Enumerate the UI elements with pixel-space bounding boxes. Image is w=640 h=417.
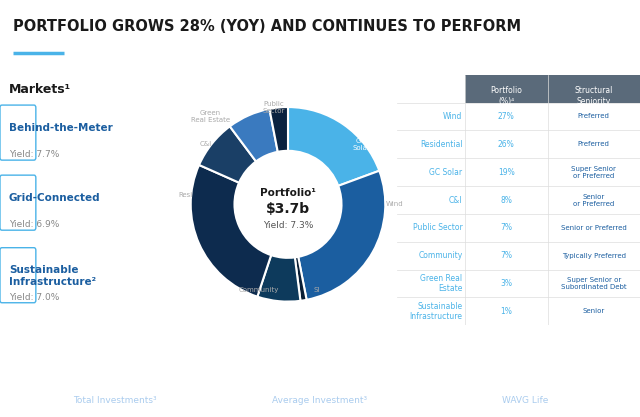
Bar — [548, 75, 640, 103]
Text: Green
Real Estate: Green Real Estate — [191, 110, 230, 123]
Wedge shape — [298, 171, 385, 300]
Text: Yield: 7.0%: Yield: 7.0% — [9, 293, 60, 302]
Wedge shape — [295, 257, 307, 301]
Text: Markets¹: Markets¹ — [9, 83, 71, 95]
Text: >320: >320 — [89, 364, 141, 382]
Wedge shape — [269, 107, 288, 152]
Text: Diversified and Long-Dated Cashflows: Diversified and Long-Dated Cashflows — [186, 342, 454, 355]
Text: Senior: Senior — [582, 308, 605, 314]
Text: 19%: 19% — [498, 168, 515, 177]
Text: C&I: C&I — [199, 141, 211, 147]
Wedge shape — [288, 107, 380, 186]
Text: Portfolio
(%)⁴: Portfolio (%)⁴ — [490, 86, 522, 106]
Bar — [465, 75, 548, 103]
Text: Super Senior
or Preferred: Super Senior or Preferred — [572, 166, 616, 178]
Text: Sustainable
Infrastructure²: Sustainable Infrastructure² — [9, 265, 96, 287]
Text: Super Senior or
Subordinated Debt: Super Senior or Subordinated Debt — [561, 277, 627, 290]
Wedge shape — [230, 109, 278, 161]
Text: Community: Community — [418, 251, 463, 260]
Wedge shape — [191, 165, 271, 296]
Text: 8%: 8% — [500, 196, 512, 204]
Text: 26%: 26% — [498, 140, 515, 149]
Text: 7%: 7% — [500, 224, 512, 232]
Text: GC
Solar: GC Solar — [352, 138, 370, 151]
Text: Senior
or Preferred: Senior or Preferred — [573, 193, 614, 206]
Text: Total Investments³: Total Investments³ — [74, 396, 157, 405]
Text: Structural
Seniority: Structural Seniority — [575, 86, 613, 106]
Text: Average Investment³: Average Investment³ — [273, 396, 367, 405]
Text: Wind: Wind — [443, 112, 463, 121]
Text: WAVG Life: WAVG Life — [502, 396, 548, 405]
Text: Typically Preferred: Typically Preferred — [562, 253, 626, 259]
Text: Yield: 7.3%: Yield: 7.3% — [263, 221, 313, 230]
Text: $12m: $12m — [292, 364, 348, 382]
Text: Residential: Residential — [420, 140, 463, 149]
Text: Sustainable
Infrastructure: Sustainable Infrastructure — [410, 301, 463, 321]
Text: 1%: 1% — [500, 307, 512, 316]
Text: Green Real
Estate: Green Real Estate — [420, 274, 463, 293]
Text: Senior or Preferred: Senior or Preferred — [561, 225, 627, 231]
Text: Yield: 7.7%: Yield: 7.7% — [9, 150, 60, 159]
Text: GC Solar: GC Solar — [429, 168, 463, 177]
Text: Community: Community — [239, 287, 279, 293]
Text: Behind-the-Meter: Behind-the-Meter — [9, 123, 113, 133]
Text: Resi: Resi — [179, 191, 193, 198]
Text: $3.7b: $3.7b — [266, 202, 310, 216]
Wedge shape — [199, 126, 256, 183]
Text: 7%: 7% — [500, 251, 512, 260]
Text: Grid-Connected: Grid-Connected — [9, 193, 100, 203]
Text: 27%: 27% — [498, 112, 515, 121]
Text: Portfolio¹: Portfolio¹ — [260, 188, 316, 198]
Wedge shape — [257, 255, 300, 301]
Text: Wind: Wind — [386, 201, 404, 207]
Text: 18 yrs: 18 yrs — [493, 364, 556, 382]
Text: C&I: C&I — [449, 196, 463, 204]
Text: Public Sector: Public Sector — [413, 224, 463, 232]
Text: SI: SI — [314, 287, 321, 293]
Text: PORTFOLIO GROWS 28% (YOY) AND CONTINUES TO PERFORM: PORTFOLIO GROWS 28% (YOY) AND CONTINUES … — [13, 19, 521, 34]
Text: Yield: 6.9%: Yield: 6.9% — [9, 220, 60, 229]
Text: Public
Sector: Public Sector — [262, 100, 285, 113]
Text: Preferred: Preferred — [578, 113, 610, 120]
Text: Preferred: Preferred — [578, 141, 610, 147]
Text: 3%: 3% — [500, 279, 512, 288]
